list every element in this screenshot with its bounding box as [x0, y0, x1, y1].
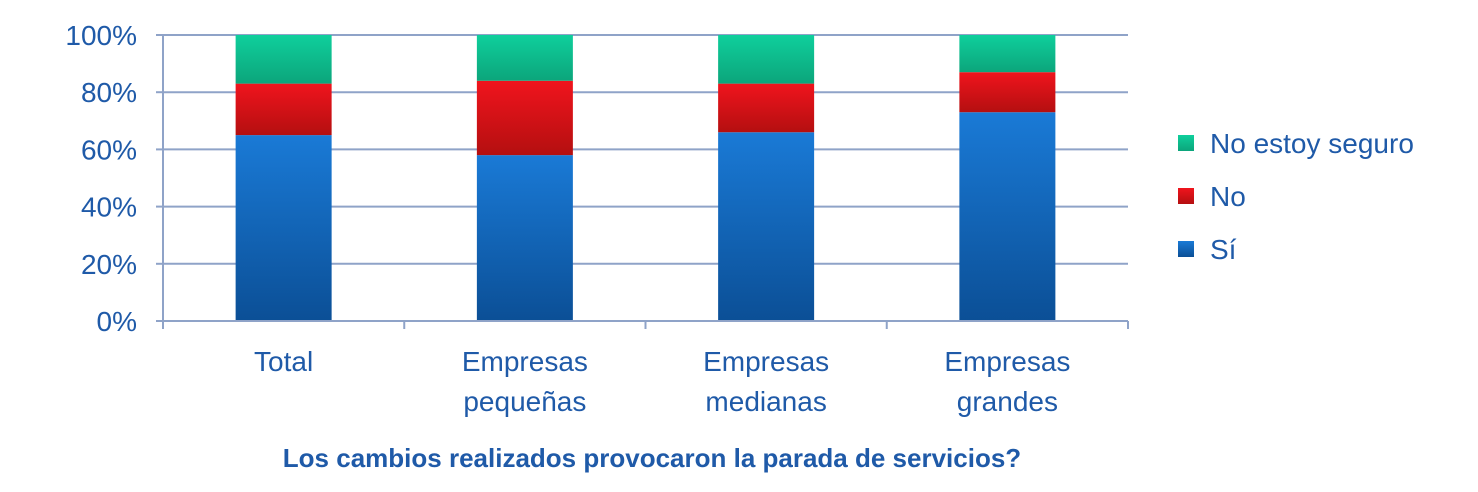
bar-segment-si [718, 132, 815, 321]
y-tick-label: 100% [65, 20, 137, 51]
legend: No estoy seguro No Sí [1178, 128, 1414, 265]
bar-segment-ns [718, 35, 815, 84]
x-category-label: Empresas [703, 346, 829, 377]
y-tick-label: 80% [81, 77, 137, 108]
bar-segment-si [476, 155, 573, 321]
x-category-label: pequeñas [463, 386, 586, 417]
x-category-label: Total [254, 346, 313, 377]
y-axis-tick-labels: 0% 20% 40% 60% 80% 100% [65, 20, 137, 337]
bar-segment-ns [235, 35, 332, 84]
bar-segment-no [235, 83, 332, 136]
y-tick-label: 20% [81, 249, 137, 280]
x-axis-category-labels: Total Empresas pequeñas Empresas medianas Emp… [254, 346, 1070, 417]
chart-title: Los cambios realizados provocaron la par… [283, 443, 1021, 473]
bar-segment-no [718, 83, 815, 133]
legend-swatch-ns [1178, 135, 1194, 151]
bar-segment-si [235, 135, 332, 321]
x-category-label: Empresas [944, 346, 1070, 377]
y-tick-label: 0% [97, 306, 137, 337]
legend-label-si: Sí [1210, 234, 1237, 265]
bars [235, 35, 1056, 321]
y-tick-label: 60% [81, 134, 137, 165]
y-tick-label: 40% [81, 192, 137, 223]
axes [156, 34, 1129, 329]
bar-segment-ns [476, 35, 573, 81]
x-category-label: Empresas [462, 346, 588, 377]
bar-segment-ns [959, 35, 1056, 73]
bar-segment-no [476, 80, 573, 156]
bar-segment-si [959, 112, 1056, 321]
x-category-label: medianas [705, 386, 826, 417]
legend-swatch-no [1178, 188, 1194, 204]
x-category-label: grandes [957, 386, 1058, 417]
legend-label-ns: No estoy seguro [1210, 128, 1414, 159]
legend-label-no: No [1210, 181, 1246, 212]
legend-swatch-si [1178, 241, 1194, 257]
bar-segment-no [959, 72, 1056, 113]
